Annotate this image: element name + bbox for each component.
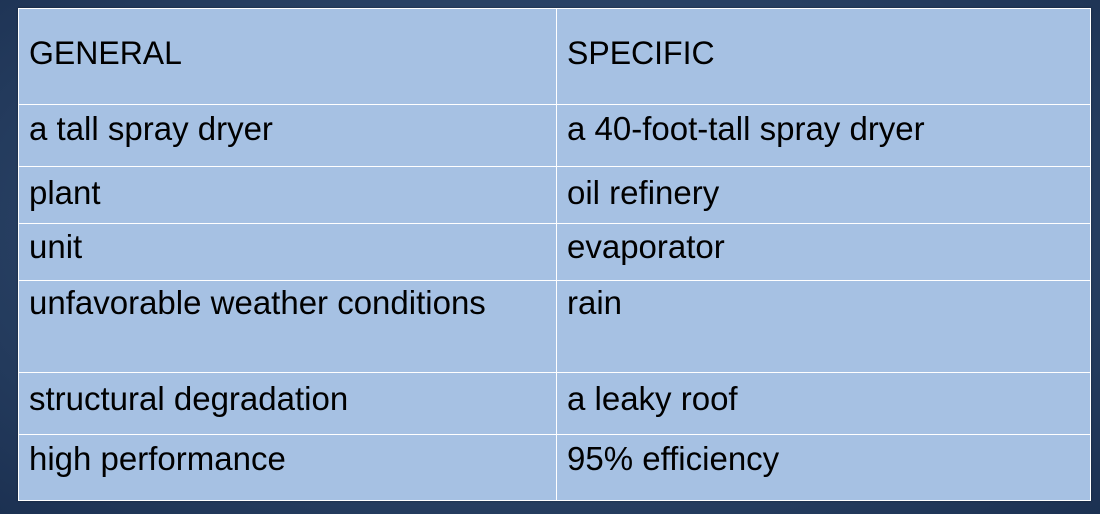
general-cell: unit xyxy=(18,223,557,281)
general-cell: unfavorable weather conditions xyxy=(18,280,557,373)
general-cell: a tall spray dryer xyxy=(18,104,557,167)
general-cell: structural degradation xyxy=(18,372,557,435)
table-row: unfavorable weather conditions rain xyxy=(18,280,1091,373)
general-specific-table-container: GENERAL SPECIFIC a tall spray dryer a 40… xyxy=(18,8,1091,501)
table-row: high performance 95% efficiency xyxy=(18,434,1091,501)
general-cell: plant xyxy=(18,166,557,224)
table-row: a tall spray dryer a 40-foot-tall spray … xyxy=(18,104,1091,167)
table-header-row: GENERAL SPECIFIC xyxy=(18,8,1091,105)
specific-cell: rain xyxy=(556,280,1091,373)
specific-cell: a leaky roof xyxy=(556,372,1091,435)
specific-cell: 95% efficiency xyxy=(556,434,1091,501)
table-row: structural degradation a leaky roof xyxy=(18,372,1091,435)
general-specific-table: GENERAL SPECIFIC a tall spray dryer a 40… xyxy=(18,8,1091,501)
general-cell: high performance xyxy=(18,434,557,501)
specific-cell: oil refinery xyxy=(556,166,1091,224)
header-general: GENERAL xyxy=(18,8,557,105)
specific-cell: a 40-foot-tall spray dryer xyxy=(556,104,1091,167)
specific-cell: evaporator xyxy=(556,223,1091,281)
table-row: plant oil refinery xyxy=(18,166,1091,224)
table-row: unit evaporator xyxy=(18,223,1091,281)
header-specific: SPECIFIC xyxy=(556,8,1091,105)
